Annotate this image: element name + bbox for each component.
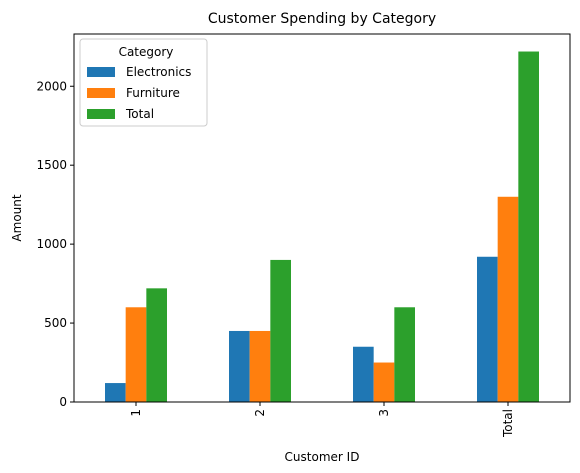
legend-swatch-furniture xyxy=(87,88,115,98)
bar-furniture-3 xyxy=(373,362,395,402)
bar-total-3 xyxy=(394,307,415,402)
legend: Category Electronics Furniture Total xyxy=(79,38,208,127)
legend-swatch-total xyxy=(87,109,115,119)
bars-layer xyxy=(105,51,539,403)
bar-furniture-1 xyxy=(125,307,147,402)
plot-frame xyxy=(73,33,571,403)
legend-label-furniture: Furniture xyxy=(126,86,180,100)
x-tick-label: 2 xyxy=(253,409,267,417)
legend-title: Category xyxy=(119,45,174,59)
y-axis-label: Amount xyxy=(10,194,24,241)
bar-furniture-total xyxy=(497,196,519,402)
y-tick-label: 500 xyxy=(44,316,67,330)
legend-items: Electronics Furniture Total xyxy=(87,65,191,121)
bar-total-1 xyxy=(146,288,167,402)
y-tick-label: 2000 xyxy=(36,79,67,93)
legend-swatch-electronics xyxy=(87,67,115,77)
x-axis-label: Customer ID xyxy=(285,450,360,464)
chart-title: Customer Spending by Category xyxy=(208,11,436,27)
bar-total-2 xyxy=(270,259,291,402)
bar-electronics-2 xyxy=(229,330,250,402)
x-tick-label: 3 xyxy=(377,409,391,417)
bar-electronics-3 xyxy=(353,346,374,402)
y-axis-ticks: 0 500 1000 1500 2000 xyxy=(36,79,74,409)
legend-label-total: Total xyxy=(125,107,154,121)
bar-electronics-total xyxy=(477,256,498,402)
bar-furniture-2 xyxy=(249,330,271,402)
legend-box xyxy=(79,38,208,127)
y-tick-label: 0 xyxy=(59,395,67,409)
bar-electronics-1 xyxy=(105,383,126,402)
x-tick-label: Total xyxy=(501,409,515,438)
legend-label-electronics: Electronics xyxy=(126,65,191,79)
x-tick-label: 1 xyxy=(129,409,143,417)
y-tick-label: 1500 xyxy=(36,158,67,172)
x-axis-ticks: 1 2 3 Total xyxy=(129,402,515,438)
bar-total-total xyxy=(518,51,539,403)
y-tick-label: 1000 xyxy=(36,237,67,251)
